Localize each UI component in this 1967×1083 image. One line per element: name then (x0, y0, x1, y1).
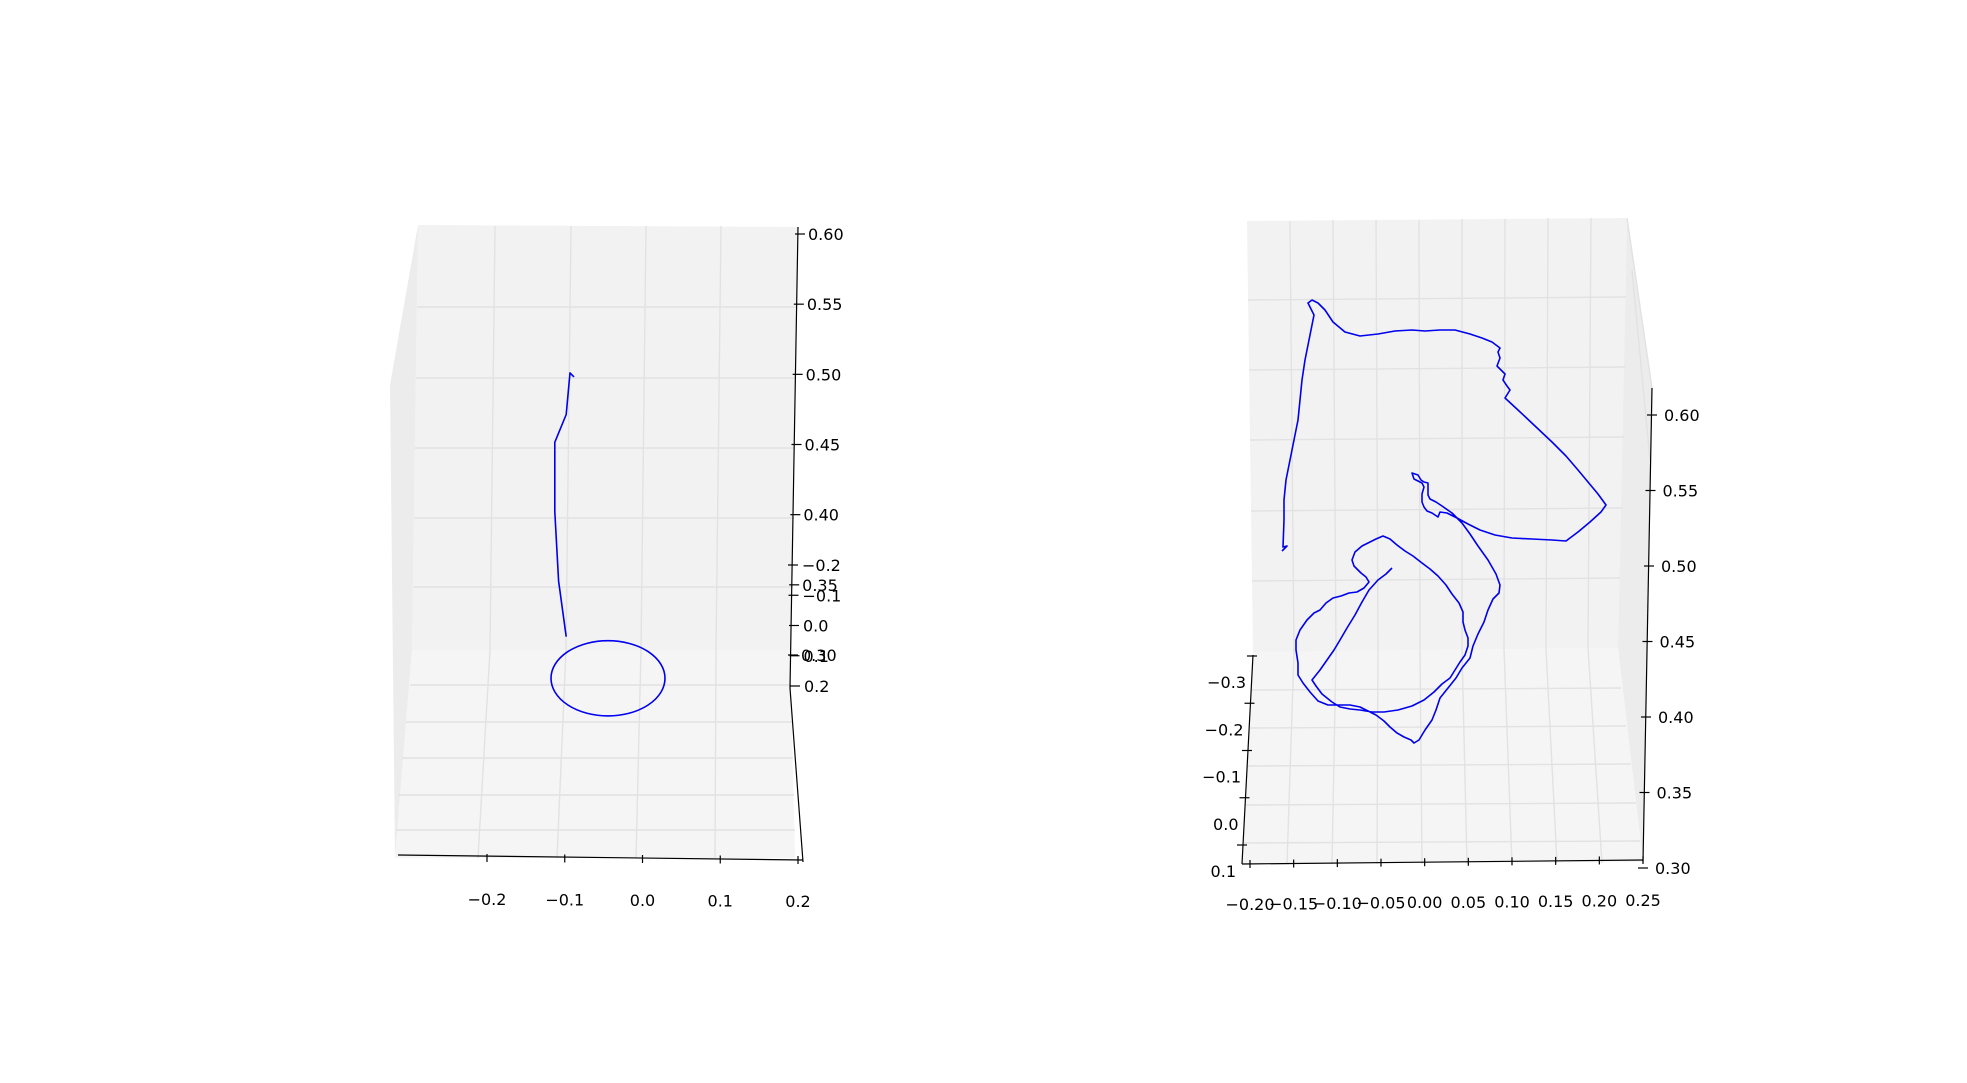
right-x-tick-label-9: 0.25 (1625, 891, 1661, 910)
right-z-tick-label-6: 0.60 (1664, 406, 1700, 425)
left-y-tick-label-2: 0.0 (803, 617, 828, 636)
left-z-tick-label-1: 0.35 (802, 576, 838, 595)
right-y-tick-label-0: −0.3 (1207, 673, 1246, 692)
left-x-tick-label-2: 0.0 (630, 891, 655, 910)
right-z-tick-label-3: 0.45 (1660, 633, 1696, 652)
plot-left: −0.2 −0.1 0.0 0.1 0.2 0.2 0.1 0.0 −0.1 −0.2 0.30 0.… (390, 225, 844, 911)
left-series-line (554, 372, 575, 637)
left-x-tick-label-0: −0.2 (468, 890, 507, 909)
right-x-tick-label-6: 0.10 (1494, 892, 1530, 911)
left-y-tick-label-1: 0.1 (804, 647, 829, 666)
right-y-tick-label-3: 0.0 (1213, 815, 1238, 834)
left-series-loop (550, 639, 666, 717)
left-x-tick-label-1: −0.1 (545, 891, 584, 910)
right-x-tick-label-7: 0.15 (1538, 892, 1574, 911)
right-x-tick-label-3: −0.05 (1356, 894, 1405, 913)
right-x-tick-label-0: −0.20 (1225, 895, 1274, 914)
left-back-pane (412, 225, 798, 650)
right-z-tick-label-2: 0.40 (1658, 708, 1694, 727)
right-x-tick-label-4: 0.00 (1407, 893, 1443, 912)
left-z-tick-label-3: 0.45 (805, 436, 841, 455)
left-y-tick-label-0: 0.2 (804, 677, 829, 696)
right-z-tick-label-0: 0.30 (1655, 859, 1691, 878)
plot-right: −0.20−0.15−0.10−0.05 0.00 0.05 0.10 0.15 0.20… (1202, 217, 1700, 914)
left-gridlines (396, 225, 797, 859)
right-floor-pane (1242, 648, 1643, 864)
right-x-tick-label-5: 0.05 (1451, 893, 1487, 912)
left-x-tick-label-3: 0.1 (708, 892, 733, 911)
left-tick-layer: −0.2 −0.1 0.0 0.1 0.2 0.2 0.1 0.0 −0.1 −0.2 0.30 0.… (468, 225, 844, 911)
right-x-tick-label-1: −0.15 (1269, 895, 1318, 914)
right-z-tick-label-1: 0.35 (1657, 784, 1693, 803)
right-z-tick-label-4: 0.50 (1661, 557, 1697, 576)
left-z-tick-label-4: 0.50 (806, 365, 842, 384)
right-tick-layer: −0.20−0.15−0.10−0.05 0.00 0.05 0.10 0.15 0.20… (1202, 406, 1699, 914)
left-z-tick-label-6: 0.60 (808, 225, 844, 244)
left-y-tick-label-4: −0.2 (802, 556, 841, 575)
right-side-pane (1618, 218, 1652, 862)
left-x-tick-label-4: 0.2 (785, 892, 810, 911)
left-z-tick-label-5: 0.55 (807, 295, 843, 314)
left-side-pane (390, 225, 418, 858)
right-x-tick-label-2: −0.10 (1313, 894, 1362, 913)
left-z-tick-label-2: 0.40 (803, 506, 839, 525)
right-z-tick-label-5: 0.55 (1663, 482, 1699, 501)
left-y-tick-label-3: −0.1 (803, 586, 842, 605)
left-z-tick-label-0: 0.30 (801, 646, 837, 665)
right-trace (1281, 299, 1607, 744)
right-back-pane (1247, 218, 1627, 652)
right-series-line (1281, 299, 1607, 744)
right-y-tick-label-4: 0.1 (1211, 862, 1236, 881)
right-y-tick-label-2: −0.1 (1202, 768, 1241, 787)
right-x-tick-label-8: 0.20 (1582, 891, 1618, 910)
right-axes (1241, 387, 1653, 865)
right-y-tick-label-1: −0.2 (1205, 720, 1244, 739)
left-trace (550, 372, 666, 717)
left-floor-pane (395, 650, 795, 858)
